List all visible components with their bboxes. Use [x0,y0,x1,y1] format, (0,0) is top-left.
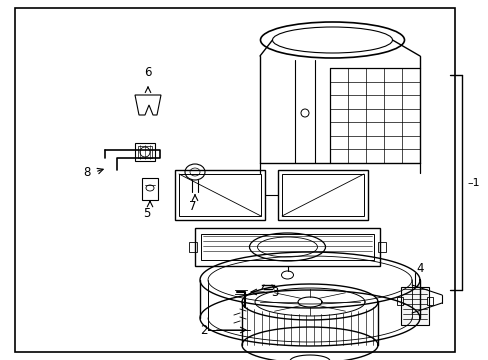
Bar [15,8,454,352]
Bar [400,287,428,325]
Bar [135,143,155,161]
Bar [195,228,379,266]
Bar [201,234,373,260]
Text: –1: –1 [466,178,479,188]
Bar [426,297,432,305]
Bar [278,170,367,220]
Bar [142,178,158,200]
Bar [282,174,363,216]
Bar [189,242,197,252]
Bar [138,146,152,158]
Text: 2: 2 [200,324,207,337]
Text: 5: 5 [143,207,150,220]
Bar [396,297,402,305]
Bar [179,174,261,216]
Text: 3: 3 [271,285,278,298]
Bar [377,242,385,252]
Text: 4: 4 [415,262,423,275]
Bar [175,170,264,220]
Text: 6: 6 [144,67,151,80]
Text: 8: 8 [83,166,90,179]
Text: 7: 7 [189,200,196,213]
